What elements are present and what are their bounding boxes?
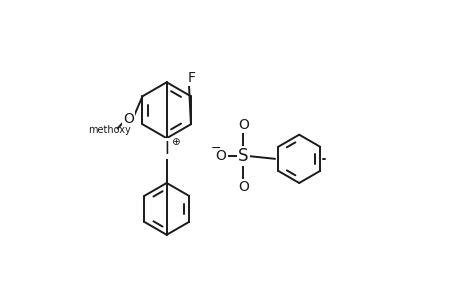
Text: methoxy: methoxy (88, 125, 131, 135)
Text: I: I (164, 140, 169, 158)
Text: O: O (123, 112, 134, 126)
Text: −: − (210, 142, 221, 155)
Text: O: O (237, 118, 248, 132)
Text: O: O (237, 180, 248, 194)
Text: O: O (215, 149, 226, 163)
Text: ⊕: ⊕ (171, 137, 179, 147)
Text: F: F (187, 71, 195, 85)
Text: S: S (237, 147, 248, 165)
